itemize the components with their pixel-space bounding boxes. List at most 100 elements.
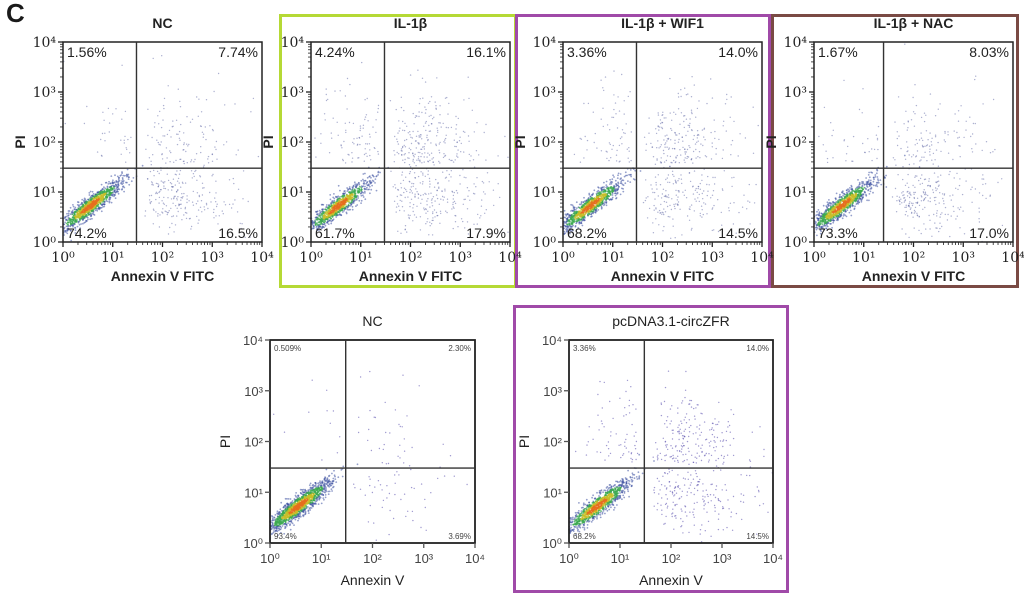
data-point [156, 192, 158, 195]
data-point [711, 97, 714, 99]
data-point [702, 213, 704, 216]
data-point [971, 133, 974, 135]
data-point [195, 153, 198, 155]
data-point [205, 99, 208, 101]
data-point [166, 157, 168, 159]
x-tick-label: 10⁰ [299, 250, 323, 266]
data-point [419, 159, 421, 161]
data-point [197, 115, 199, 118]
data-point [103, 191, 106, 194]
data-point [956, 172, 958, 175]
data-point [666, 177, 668, 179]
x-tick-label: 10¹ [349, 250, 372, 266]
data-point [600, 191, 603, 193]
data-point [89, 218, 92, 221]
data-point [447, 113, 449, 115]
data-point [120, 153, 122, 155]
data-point [667, 174, 670, 176]
data-point [896, 195, 898, 197]
data-point [354, 191, 357, 193]
data-point [952, 194, 954, 196]
data-point [594, 205, 597, 208]
data-point [240, 227, 242, 230]
data-point [82, 222, 84, 225]
data-point [400, 106, 403, 109]
data-point [180, 207, 182, 210]
data-point [403, 144, 405, 147]
data-point [102, 111, 104, 114]
data-point [414, 177, 416, 179]
data-point [614, 192, 616, 195]
data-point [695, 157, 697, 159]
data-point [985, 141, 988, 143]
data-point [112, 192, 114, 194]
data-point [317, 213, 319, 215]
data-point [397, 143, 400, 145]
data-point [909, 208, 912, 210]
data-point [212, 130, 214, 132]
data-point [352, 185, 355, 188]
data-point [431, 202, 433, 204]
data-point [66, 232, 69, 235]
data-point [189, 121, 192, 123]
data-point [121, 171, 123, 173]
data-point [410, 190, 413, 192]
data-point [699, 215, 701, 217]
data-point [597, 209, 600, 211]
data-point [661, 121, 663, 124]
data-point [110, 193, 113, 196]
data-point [70, 218, 73, 221]
data-point [588, 209, 591, 212]
data-point [710, 78, 712, 80]
data-point [232, 203, 234, 205]
data-point [439, 105, 441, 107]
data-point [404, 161, 406, 164]
data-point [168, 129, 171, 132]
data-point [944, 132, 946, 134]
data-point [343, 209, 345, 212]
data-point [578, 210, 580, 213]
data-point [433, 186, 436, 188]
data-point [203, 164, 205, 166]
data-point [936, 227, 938, 229]
data-point [375, 189, 378, 192]
data-point [315, 218, 318, 221]
data-point [906, 129, 908, 131]
data-point [920, 137, 923, 139]
data-point [437, 129, 439, 132]
data-point [426, 134, 428, 136]
data-point [327, 98, 329, 101]
data-point [332, 200, 334, 203]
data-point [677, 204, 679, 206]
data-point [409, 134, 411, 136]
data-point [563, 220, 566, 223]
data-point [696, 107, 699, 110]
data-point [441, 195, 444, 198]
data-point [629, 174, 632, 176]
data-point [933, 172, 936, 174]
data-point [625, 123, 627, 125]
data-point [370, 188, 373, 191]
data-point [975, 143, 977, 145]
data-point [159, 110, 161, 113]
data-point [659, 119, 662, 121]
data-point [198, 194, 200, 197]
data-point [904, 158, 907, 160]
data-point [118, 179, 121, 182]
data-point [946, 219, 949, 221]
data-point [416, 205, 418, 207]
data-point [900, 147, 902, 150]
data-point [924, 145, 926, 147]
y-tick-label: 10³ [33, 85, 56, 101]
data-point [961, 193, 964, 196]
scatter-points [813, 43, 1004, 243]
data-point [242, 170, 245, 172]
data-point [432, 217, 434, 219]
data-point [654, 176, 657, 178]
data-point [660, 197, 663, 199]
data-point [576, 215, 578, 218]
data-point [481, 199, 483, 201]
data-point [160, 126, 163, 129]
data-point [936, 188, 938, 190]
data-point [73, 215, 76, 218]
